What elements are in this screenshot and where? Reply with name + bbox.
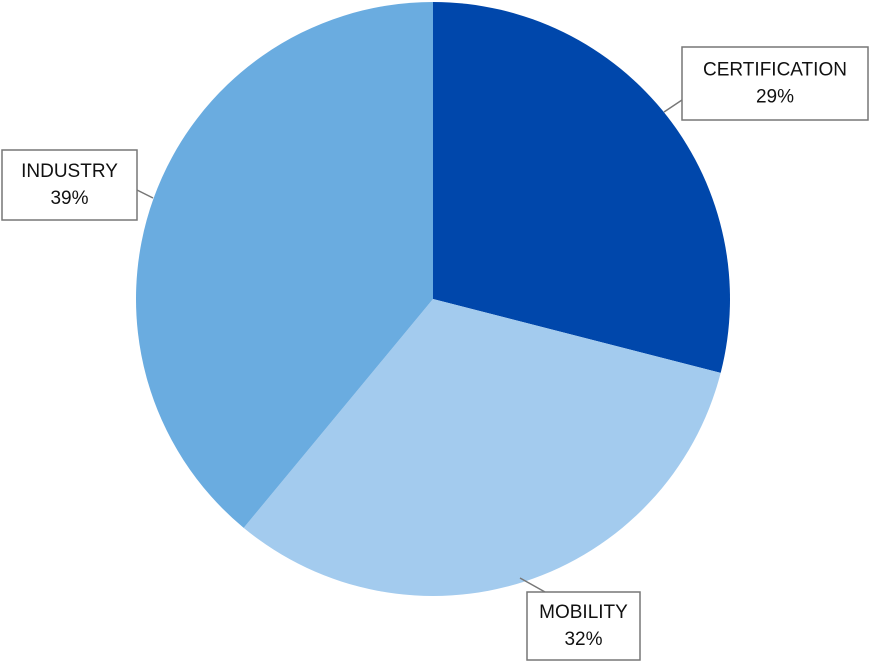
category-label: INDUSTRY xyxy=(21,161,118,182)
pie-slice xyxy=(136,2,433,528)
callout-box xyxy=(1,149,138,221)
callout-pointer xyxy=(136,189,154,199)
category-label: MOBILITY xyxy=(539,602,628,623)
callout-box xyxy=(681,46,869,121)
pie-slice xyxy=(433,2,730,373)
value-label: 29% xyxy=(756,87,794,108)
value-label: 32% xyxy=(564,629,602,650)
value-label: 39% xyxy=(50,188,88,209)
category-label: CERTIFICATION xyxy=(703,60,847,81)
callout-box xyxy=(526,591,641,661)
pie-slice xyxy=(243,299,721,596)
callout-pointer xyxy=(663,99,683,113)
callout-pointer xyxy=(519,577,546,593)
